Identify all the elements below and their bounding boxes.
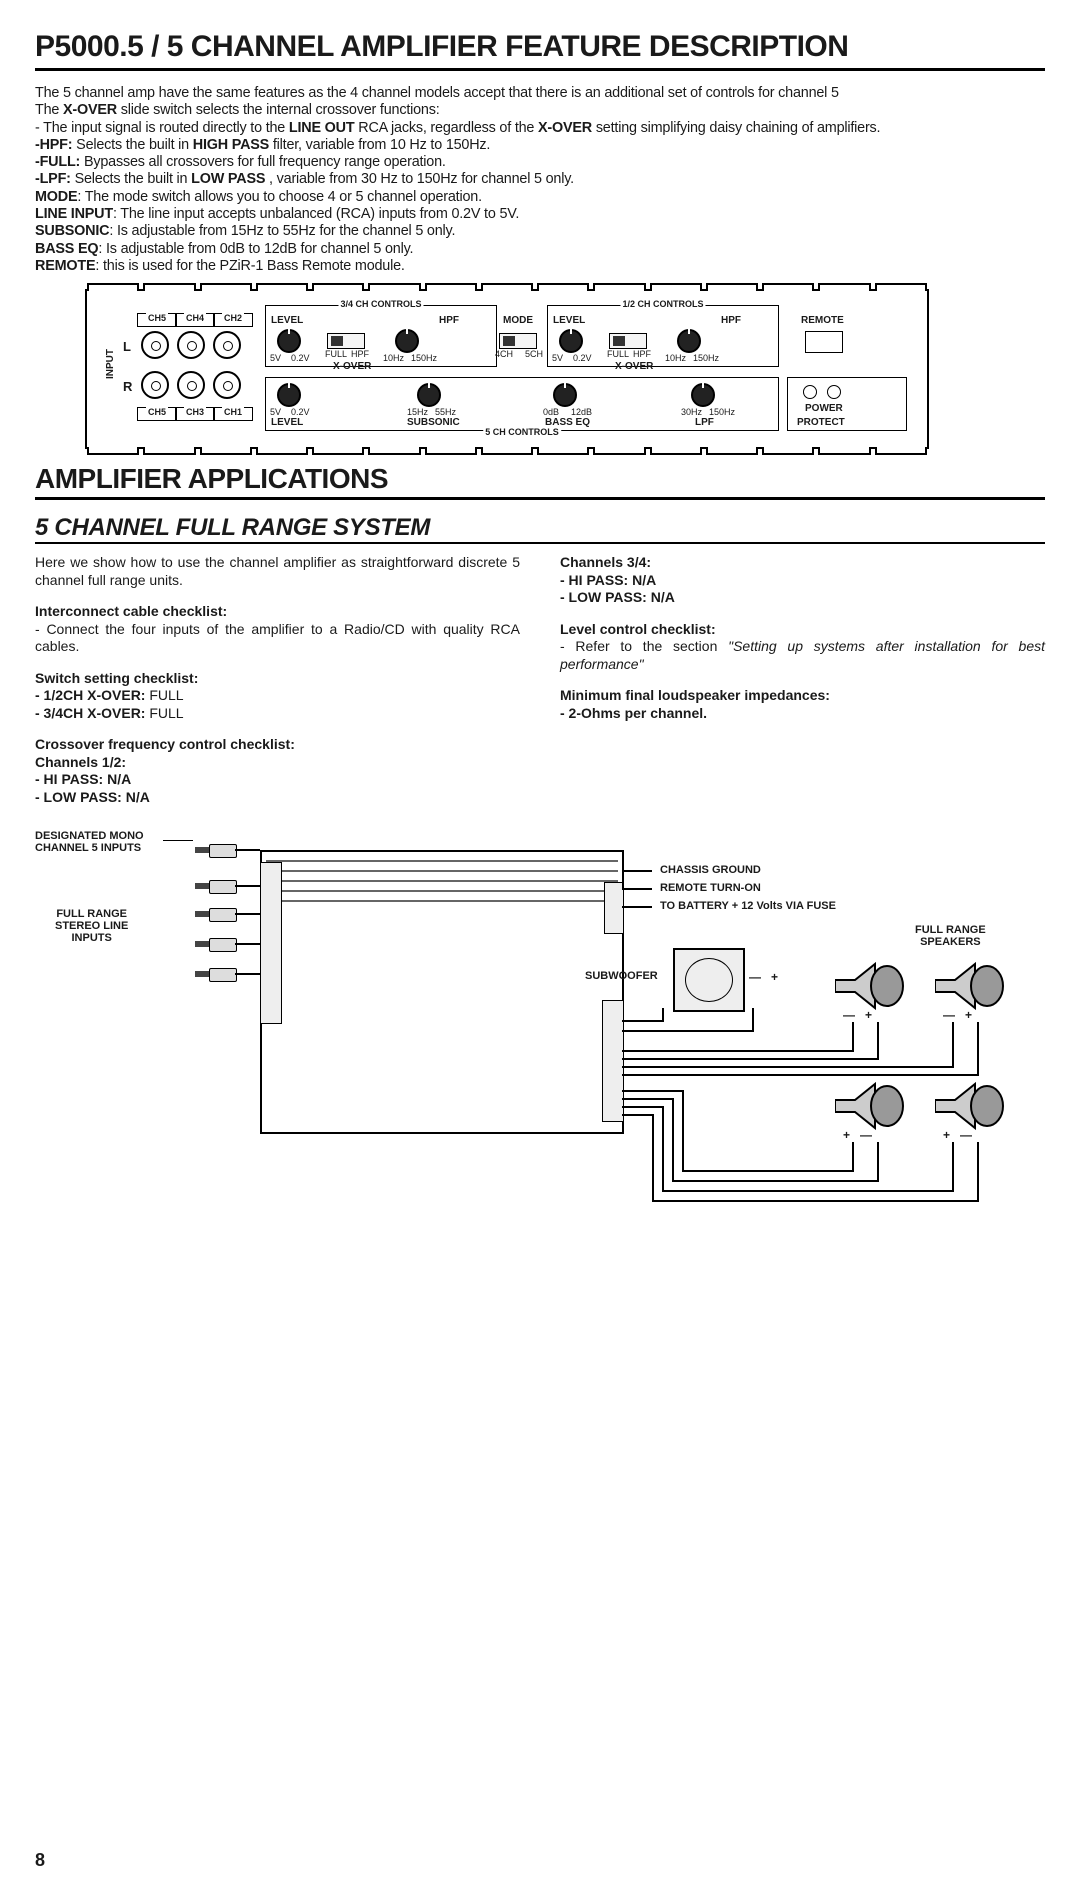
- mode-label: MODE: [503, 315, 533, 326]
- speaker-icon: [835, 1080, 907, 1132]
- subwoofer-label: SUBWOOFER: [585, 970, 658, 982]
- hpf-34-label: HPF: [439, 315, 459, 326]
- speaker-icon: [935, 1080, 1007, 1132]
- page-title: P5000.5 / 5 CHANNEL AMPLIFIER FEATURE DE…: [35, 30, 1045, 64]
- intro-line1: The 5 channel amp have the same features…: [35, 85, 1045, 102]
- level-12-label: LEVEL: [553, 315, 585, 326]
- feature-description-text: The 5 channel amp have the same features…: [35, 85, 1045, 275]
- input-vertical-label: INPUT: [105, 349, 116, 379]
- xover-34-label: X-OVER: [333, 361, 371, 372]
- remote-turnon-label: REMOTE TURN-ON: [660, 882, 761, 894]
- apps-subdivider: [35, 542, 1045, 544]
- apps-right-column: Channels 3/4: - HI PASS: N/A - LOW PASS:…: [560, 554, 1045, 820]
- rca-ch5-l: [141, 331, 169, 359]
- battery-label: TO BATTERY + 12 Volts VIA FUSE: [660, 900, 836, 912]
- hpf-12-label: HPF: [721, 315, 741, 326]
- mono-inputs-label: DESIGNATED MONO CHANNEL 5 INPUTS: [35, 830, 144, 854]
- title-divider: [35, 68, 1045, 71]
- basseq-knob: [553, 383, 577, 407]
- interconnect-text: - Connect the four inputs of the amplifi…: [35, 621, 520, 655]
- intro-lineinput: LINE INPUT: The line input accepts unbal…: [35, 206, 1045, 223]
- speakers-label: FULL RANGE SPEAKERS: [915, 924, 986, 948]
- power-label: POWER: [805, 403, 843, 414]
- xover-12-switch: [609, 333, 647, 349]
- intro-remote: REMOTE: this is used for the PZiR-1 Bass…: [35, 258, 1045, 275]
- amplifier-body: [260, 850, 624, 1134]
- intro-basseq: BASS EQ: Is adjustable from 0dB to 12dB …: [35, 241, 1045, 258]
- intro-lpf: -LPF: Selects the built in LOW PASS , va…: [35, 171, 1045, 188]
- subwoofer-icon: [673, 948, 745, 1012]
- level-12-knob: [559, 329, 583, 353]
- intro-mode: MODE: The mode switch allows you to choo…: [35, 189, 1045, 206]
- protect-led: [827, 385, 841, 399]
- stereo-inputs-label: FULL RANGE STEREO LINE INPUTS: [55, 908, 128, 944]
- interconnect-heading: Interconnect cable checklist:: [35, 603, 227, 619]
- input-r-label: R: [123, 379, 132, 394]
- hpf-34-knob: [395, 329, 419, 353]
- intro-full: -FULL: Bypasses all crossovers for full …: [35, 154, 1045, 171]
- mode-switch: [499, 333, 537, 349]
- apps-heading: AMPLIFIER APPLICATIONS: [35, 463, 1045, 495]
- level-heading: Level control checklist:: [560, 621, 716, 637]
- rca-ch3-r: [177, 371, 205, 399]
- lpf-label: LPF: [695, 417, 714, 428]
- apps-subheading: 5 CHANNEL FULL RANGE SYSTEM: [35, 514, 1045, 542]
- remote-label: REMOTE: [801, 315, 844, 326]
- input-l-label: L: [123, 339, 131, 354]
- power-led: [803, 385, 817, 399]
- apps-two-column: Here we show how to use the channel ampl…: [35, 554, 1045, 820]
- intro-line2: The X-OVER slide switch selects the inte…: [35, 102, 1045, 119]
- control-panel-diagram: INPUT L R CH5 CH4 CH2 CH5 CH3 CH1 3/4 CH…: [85, 289, 1080, 449]
- switch-heading: Switch setting checklist:: [35, 670, 198, 686]
- remote-jack: [805, 331, 843, 353]
- basseq-label: BASS EQ: [545, 417, 590, 428]
- rca-ch1-r: [213, 371, 241, 399]
- level-5-label: LEVEL: [271, 417, 303, 428]
- box-5-label: 5 CH CONTROLS: [483, 427, 561, 437]
- apps-divider: [35, 497, 1045, 500]
- box-34-label: 3/4 CH CONTROLS: [338, 299, 423, 309]
- subsonic-label: SUBSONIC: [407, 417, 460, 428]
- rca-ch2-l: [213, 331, 241, 359]
- rca-plug-icon: [195, 908, 235, 920]
- box-12-label: 1/2 CH CONTROLS: [620, 299, 705, 309]
- xover-heading: Crossover frequency control checklist:: [35, 736, 295, 752]
- xover-34-switch: [327, 333, 365, 349]
- subsonic-knob: [417, 383, 441, 407]
- intro-line3: - The input signal is routed directly to…: [35, 120, 1045, 137]
- rca-plug-icon: [195, 844, 235, 856]
- apps-left-column: Here we show how to use the channel ampl…: [35, 554, 520, 820]
- speaker-icon: [835, 960, 907, 1012]
- xover-12-label: X-OVER: [615, 361, 653, 372]
- level-34-knob: [277, 329, 301, 353]
- impedance-heading: Minimum final loudspeaker impedances:: [560, 687, 830, 703]
- apps-intro-text: Here we show how to use the channel ampl…: [35, 554, 520, 589]
- rca-plug-icon: [195, 938, 235, 950]
- speaker-icon: [935, 960, 1007, 1012]
- protect-label: PROTECT: [797, 417, 845, 428]
- intro-subsonic: SUBSONIC: Is adjustable from 15Hz to 55H…: [35, 223, 1045, 240]
- rca-plug-icon: [195, 968, 235, 980]
- wiring-diagram: DESIGNATED MONO CHANNEL 5 INPUTS FULL RA…: [35, 830, 1035, 1330]
- intro-hpf: -HPF: Selects the built in HIGH PASS fil…: [35, 137, 1045, 154]
- hpf-12-knob: [677, 329, 701, 353]
- level-34-label: LEVEL: [271, 315, 303, 326]
- rca-plug-icon: [195, 880, 235, 892]
- level-5-knob: [277, 383, 301, 407]
- lpf-knob: [691, 383, 715, 407]
- rca-ch4-l: [177, 331, 205, 359]
- chassis-ground-label: CHASSIS GROUND: [660, 864, 761, 876]
- rca-ch5-r: [141, 371, 169, 399]
- page-number: 8: [35, 1850, 1045, 1871]
